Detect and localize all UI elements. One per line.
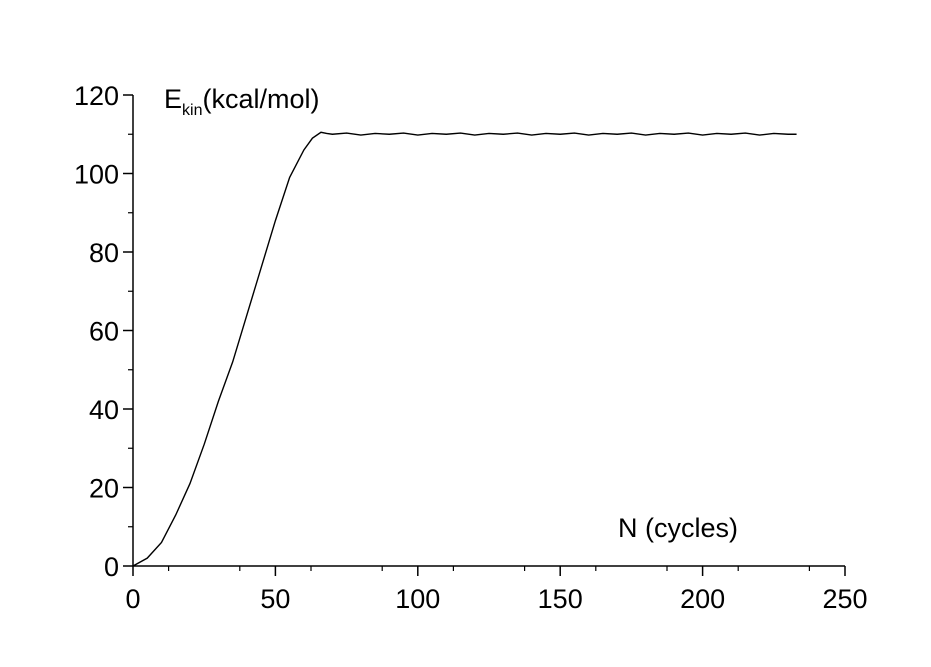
y-tick-label: 80 — [89, 238, 119, 268]
ticks — [123, 94, 846, 576]
y-axis-label-unit: (kcal/mol) — [202, 84, 319, 114]
x-tick-label: 200 — [680, 584, 725, 614]
y-axis-label: Ekin(kcal/mol) — [164, 84, 319, 119]
axes — [132, 95, 845, 567]
y-tick-label: 20 — [89, 474, 119, 504]
tick-labels: 0 50 100 150 200 250 0 20 40 60 80 100 120 — [74, 81, 868, 614]
y-axis-label-sub: kin — [182, 102, 202, 119]
series-line — [132, 131, 797, 567]
x-tick-label: 250 — [822, 584, 867, 614]
y-tick-label: 120 — [74, 81, 119, 111]
y-tick-label: 0 — [104, 552, 119, 582]
x-axis-label: N (cycles) — [618, 513, 738, 543]
y-tick-label: 40 — [89, 395, 119, 425]
y-tick-label: 100 — [74, 160, 119, 190]
x-tick-label: 100 — [395, 584, 440, 614]
y-axis-label-main: E — [164, 84, 182, 114]
x-tick-label: 0 — [125, 584, 140, 614]
x-tick-label: 150 — [538, 584, 583, 614]
y-tick-label: 60 — [89, 317, 119, 347]
x-tick-label: 50 — [260, 584, 290, 614]
